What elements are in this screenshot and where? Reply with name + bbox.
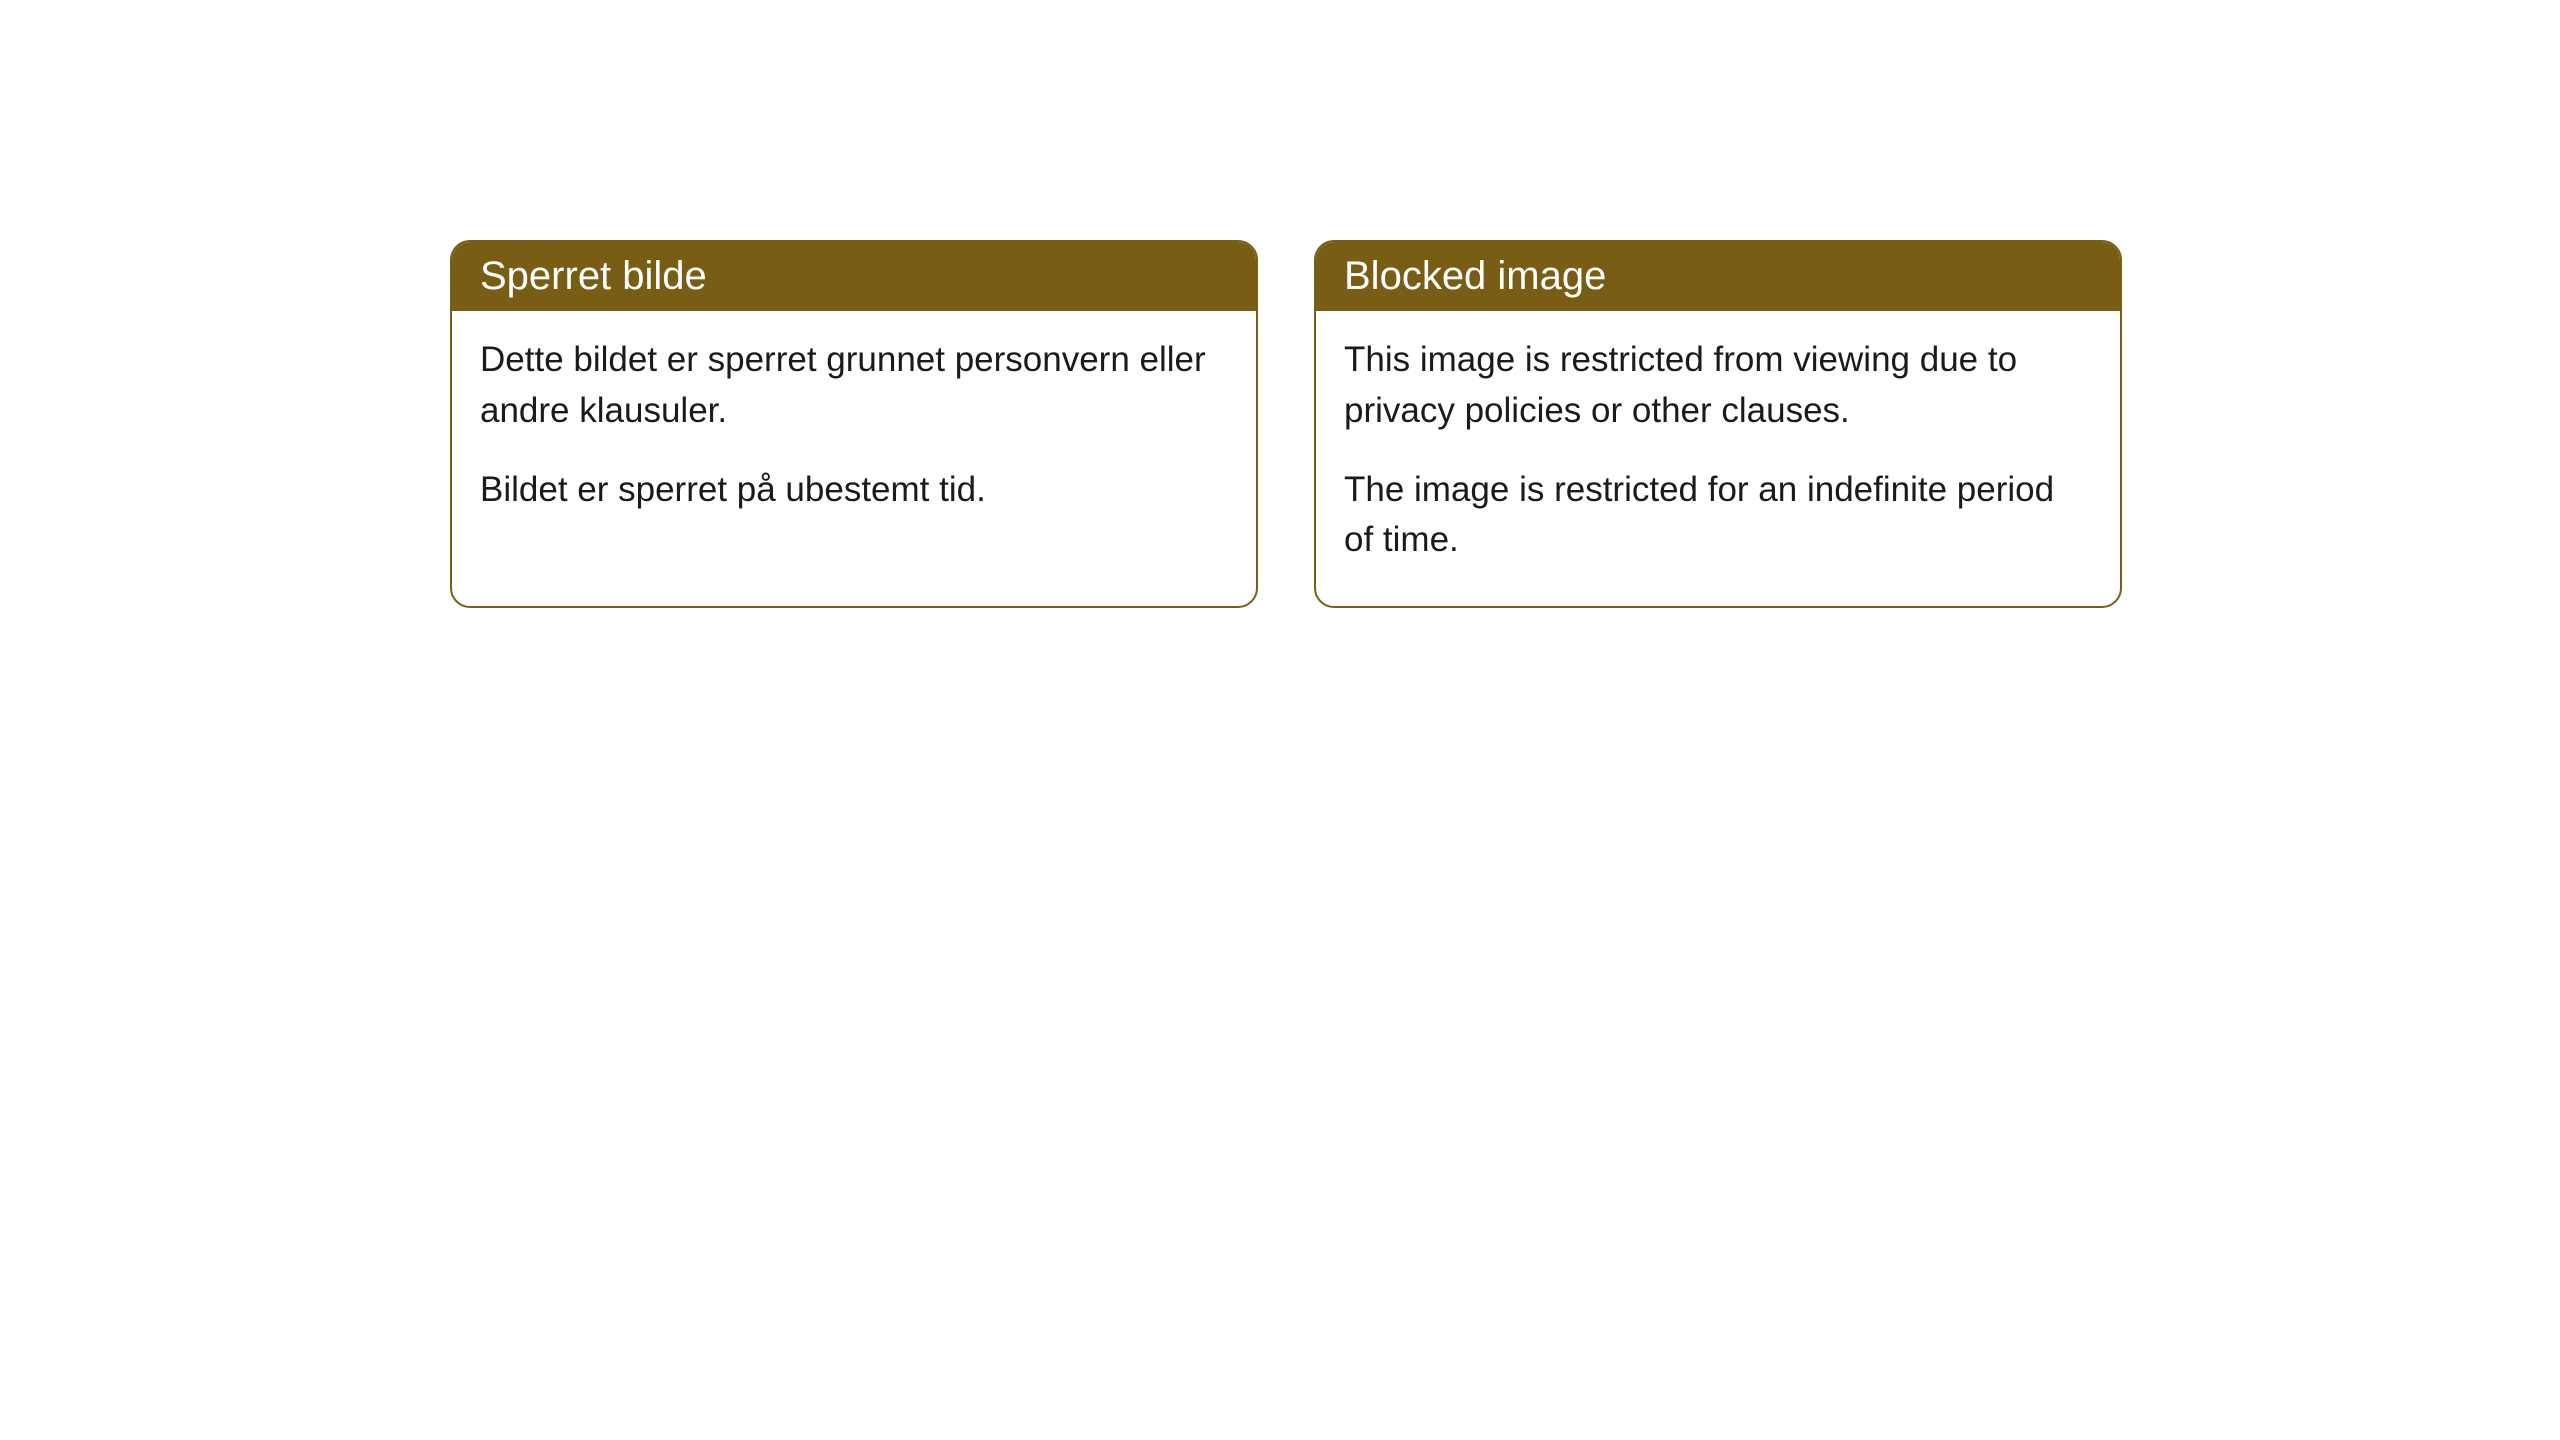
notice-cards-container: Sperret bilde Dette bildet er sperret gr… xyxy=(450,240,2122,608)
card-body: This image is restricted from viewing du… xyxy=(1316,311,2120,606)
card-header: Sperret bilde xyxy=(452,242,1256,311)
card-paragraph: This image is restricted from viewing du… xyxy=(1344,335,2092,437)
blocked-image-card-norwegian: Sperret bilde Dette bildet er sperret gr… xyxy=(450,240,1258,608)
card-title: Blocked image xyxy=(1344,254,1606,298)
card-paragraph: Bildet er sperret på ubestemt tid. xyxy=(480,465,1228,516)
card-paragraph: The image is restricted for an indefinit… xyxy=(1344,465,2092,567)
card-header: Blocked image xyxy=(1316,242,2120,311)
card-paragraph: Dette bildet er sperret grunnet personve… xyxy=(480,335,1228,437)
card-body: Dette bildet er sperret grunnet personve… xyxy=(452,311,1256,555)
blocked-image-card-english: Blocked image This image is restricted f… xyxy=(1314,240,2122,608)
card-title: Sperret bilde xyxy=(480,254,707,298)
